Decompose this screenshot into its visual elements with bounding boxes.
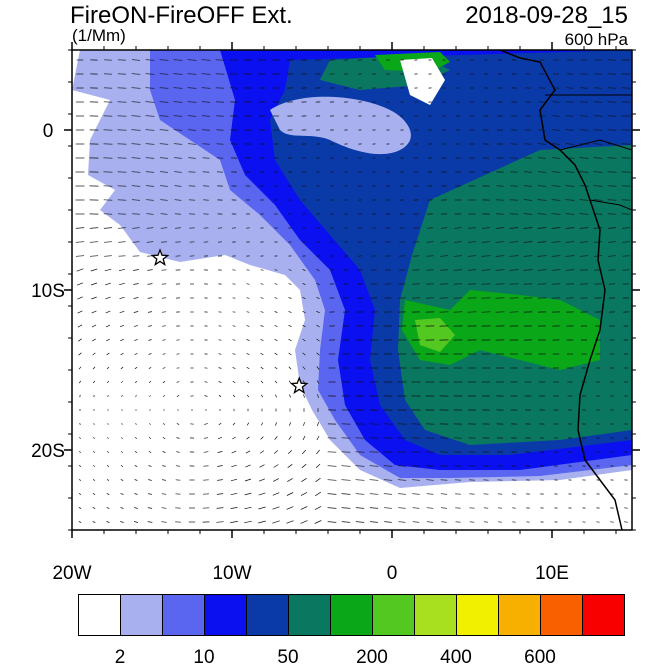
colorbar-label: 2 — [115, 648, 126, 667]
lat-tick-label: 20S — [31, 441, 65, 462]
colorbar — [78, 594, 624, 638]
timestamp: 2018-09-28_15 — [465, 4, 628, 28]
units-label: (1/Mm) — [72, 27, 126, 44]
colorbar-box — [372, 594, 415, 636]
plot-title: FireON-FireOFF Ext. — [70, 4, 293, 28]
colorbar-box — [540, 594, 583, 636]
colorbar-label: 50 — [277, 648, 298, 667]
lon-tick-label: 10E — [535, 563, 569, 584]
colorbar-label: 200 — [356, 648, 388, 667]
pressure-level: 600 hPa — [565, 31, 628, 48]
lon-tick-label: 20W — [52, 563, 91, 584]
colorbar-box — [288, 594, 331, 636]
colorbar-label: 10 — [193, 648, 214, 667]
colorbar-box — [498, 594, 541, 636]
lat-tick-label: 10S — [31, 281, 65, 302]
colorbar-box — [582, 594, 625, 636]
lon-tick-label: 0 — [387, 563, 398, 584]
lon-tick-label: 10W — [212, 563, 251, 584]
colorbar-box — [120, 594, 163, 636]
colorbar-box — [246, 594, 289, 636]
colorbar-box — [330, 594, 373, 636]
lat-tick-label: 0 — [43, 121, 54, 142]
map-field — [72, 50, 632, 530]
colorbar-box — [414, 594, 457, 636]
colorbar-box — [204, 594, 247, 636]
colorbar-box — [456, 594, 499, 636]
colorbar-box — [78, 594, 121, 636]
colorbar-label: 600 — [524, 648, 556, 667]
colorbar-box — [162, 594, 205, 636]
colorbar-label: 400 — [440, 648, 472, 667]
